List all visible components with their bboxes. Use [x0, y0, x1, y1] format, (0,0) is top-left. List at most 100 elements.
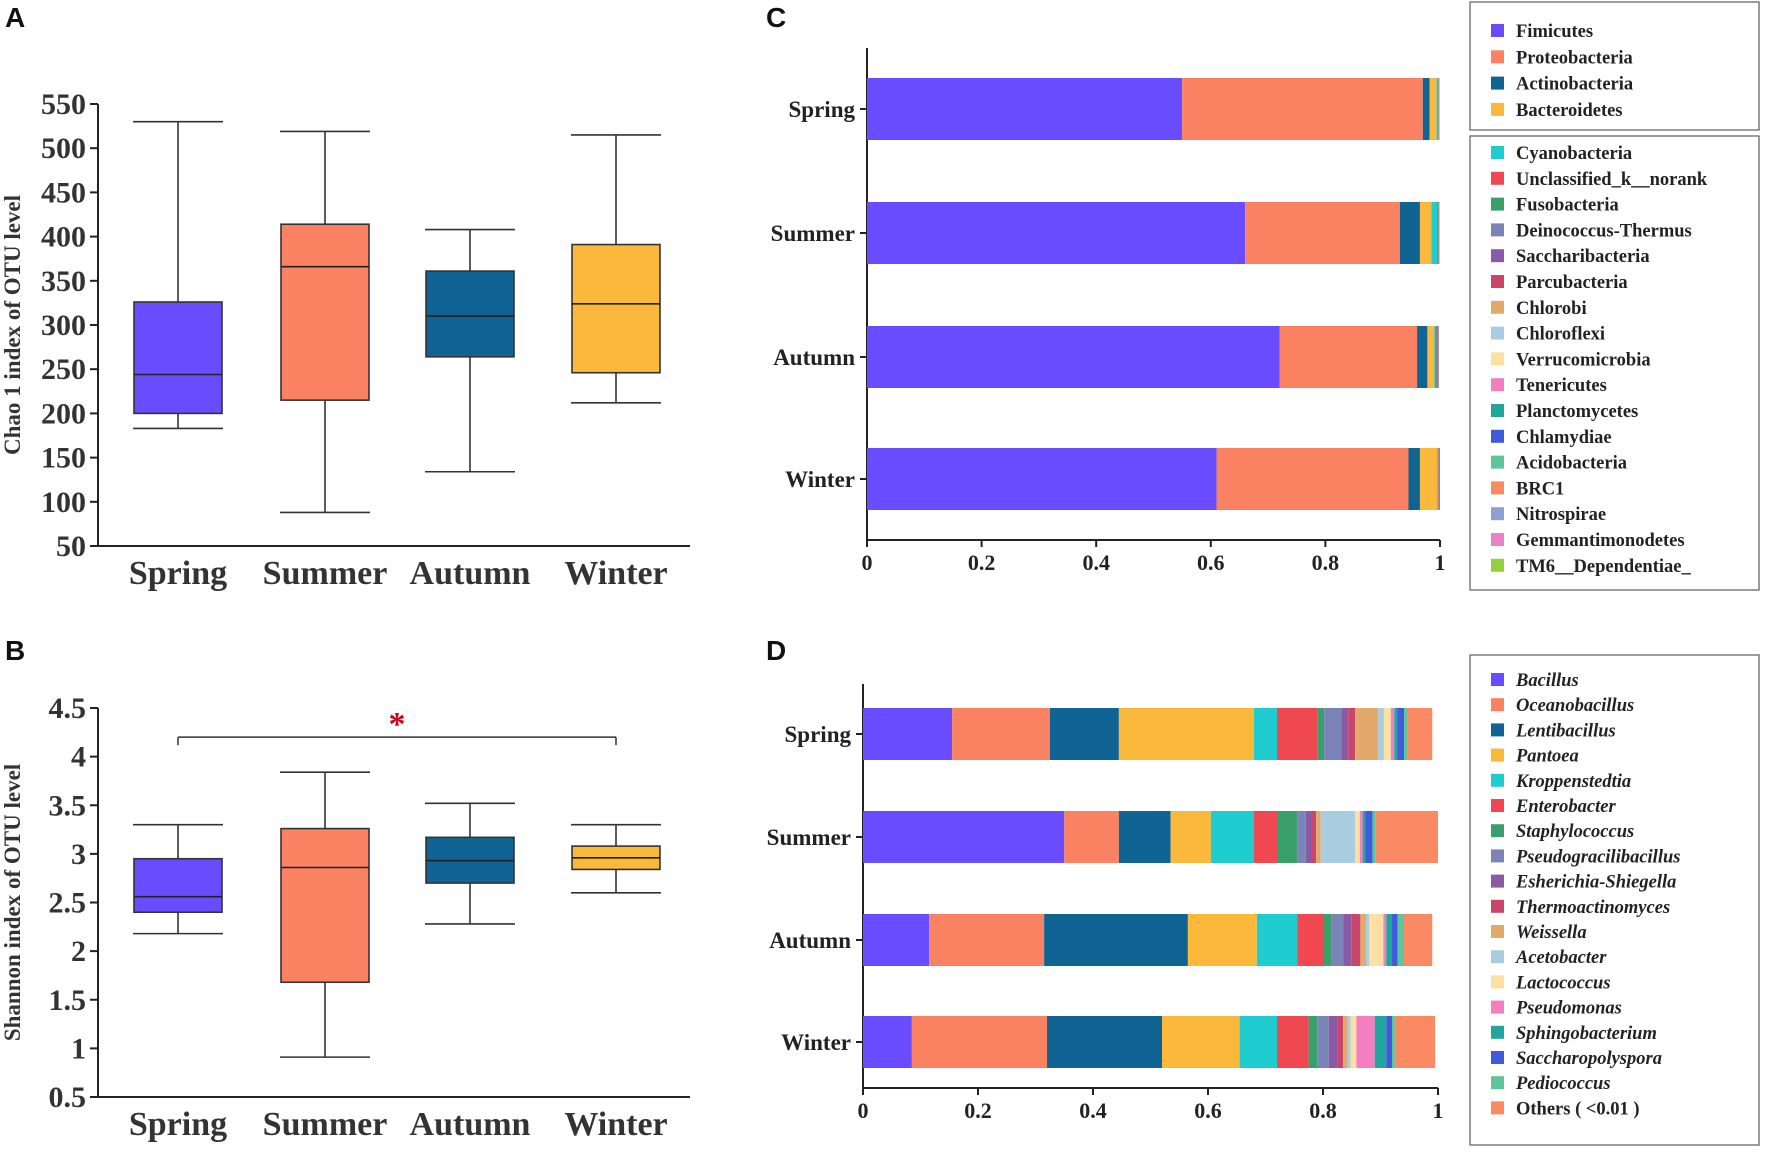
y-tick-label: 450 [41, 176, 86, 209]
bar-summer [867, 202, 1440, 264]
bar-segment [1427, 326, 1435, 388]
bar-segment [1245, 202, 1400, 264]
bar-segment [1323, 914, 1332, 966]
x-category-label: Summer [263, 1106, 388, 1143]
x-tick-label: 0.8 [1312, 550, 1340, 575]
bar-segment [1369, 914, 1384, 966]
bar-segment [1431, 202, 1438, 264]
bar-segment [1356, 1016, 1375, 1068]
bar-segment [1408, 448, 1420, 510]
bar-segment [1305, 811, 1312, 863]
bar-autumn [863, 914, 1433, 966]
bar-spring [863, 708, 1433, 760]
box-summer [280, 130, 370, 514]
bar-segment [867, 448, 1217, 510]
bar-autumn [867, 326, 1439, 388]
box-iqr [280, 223, 370, 401]
y-tick-label: 2.5 [49, 887, 87, 920]
bar-segment [1348, 708, 1356, 760]
legend-label: Fimicutes [1516, 22, 1593, 42]
legend-label: Kroppenstedtia [1515, 772, 1631, 792]
y-axis-title: Shannon index of OTU level [0, 764, 25, 1041]
legend-swatch [1491, 326, 1504, 340]
legend-swatch [1491, 1025, 1504, 1039]
bar-segment [1372, 811, 1376, 863]
legend-swatch [1491, 378, 1504, 392]
bar-segment [1360, 914, 1367, 966]
bar-segment [1064, 811, 1119, 863]
legend-swatch [1491, 50, 1504, 64]
legend-label: Actinobacteria [1516, 75, 1633, 95]
legend-swatch [1491, 533, 1504, 546]
x-tick-label: 0.4 [1082, 550, 1110, 575]
bar-summer [863, 811, 1438, 863]
legend-swatch [1491, 171, 1504, 185]
x-tick-label: 0.2 [964, 1098, 992, 1123]
legend-swatch [1491, 799, 1504, 812]
legend-swatch [1491, 773, 1504, 787]
y-tick-label: 250 [41, 353, 86, 386]
bar-segment [1392, 914, 1398, 966]
legend-label: Saccharopolyspora [1516, 1049, 1662, 1069]
bar-winter [863, 1016, 1436, 1068]
bar-segment [1337, 1016, 1344, 1068]
legend-swatch [1491, 1101, 1504, 1115]
bar-segment [1437, 448, 1439, 510]
legend-label: Sphingobacterium [1516, 1024, 1657, 1044]
legend-swatch [1491, 824, 1504, 838]
bar-segment [1386, 1016, 1392, 1068]
y-tick-label: 1.5 [49, 984, 87, 1017]
panel-label: D [766, 635, 786, 666]
bar-segment [1438, 448, 1439, 510]
y-tick-label: 350 [41, 265, 86, 298]
bar-segment [1392, 1016, 1395, 1068]
legend-label: Chlorobi [1516, 299, 1587, 319]
bar-segment [1047, 1016, 1162, 1068]
bar-segment [1438, 202, 1440, 264]
bar-segment [1118, 708, 1254, 760]
legend-label: Lentibacillus [1515, 721, 1616, 741]
bar-segment [863, 708, 953, 760]
x-category-label: Winter [564, 555, 667, 592]
bar-segment [1210, 811, 1254, 863]
legend-label: Parcubacteria [1516, 273, 1628, 293]
bar-winter [867, 448, 1440, 510]
legend-label: Nitrospirae [1516, 505, 1606, 525]
box-winter [571, 134, 661, 404]
bar-segment [1182, 78, 1423, 140]
legend-swatch [1491, 275, 1504, 288]
box-autumn [425, 802, 515, 925]
box-autumn [425, 228, 515, 473]
bar-segment [1397, 914, 1404, 966]
bar-segment [1308, 1016, 1318, 1068]
legend-label: Enterobacter [1515, 797, 1616, 817]
x-category-label: Autumn [410, 1106, 531, 1143]
legend-label: TM6__Dependentiae_ [1516, 557, 1691, 577]
bar-segment [1366, 914, 1369, 966]
x-tick-label: 0.4 [1079, 1098, 1107, 1123]
bar-segment [1436, 78, 1438, 140]
bar-segment [1359, 811, 1363, 863]
bar-segment [1256, 914, 1298, 966]
legend-swatch [1491, 1051, 1504, 1064]
panel-label: C [766, 2, 786, 33]
bar-segment [863, 811, 1065, 863]
panel-a: A 50 100 150 200 250 300 350 400 450 500 550 Chao 1 … [0, 2, 690, 592]
bar-segment [867, 326, 1280, 388]
legend-label: Acidobacteria [1516, 454, 1627, 474]
bar-segment [1162, 1016, 1240, 1068]
bar-segment [1438, 202, 1439, 264]
bar-segment [1438, 448, 1440, 510]
bar-spring [867, 78, 1440, 140]
legend-swatch [1491, 24, 1504, 37]
legend-swatch [1491, 481, 1504, 495]
y-tick-label: 150 [41, 442, 86, 475]
box-iqr [571, 243, 661, 374]
legend-swatch [1491, 899, 1504, 913]
legend-swatch [1491, 723, 1504, 737]
y-tick-label: 3 [71, 838, 86, 871]
bar-segment [1437, 326, 1439, 388]
bar-segment [1343, 1016, 1348, 1068]
box-iqr [133, 301, 223, 415]
